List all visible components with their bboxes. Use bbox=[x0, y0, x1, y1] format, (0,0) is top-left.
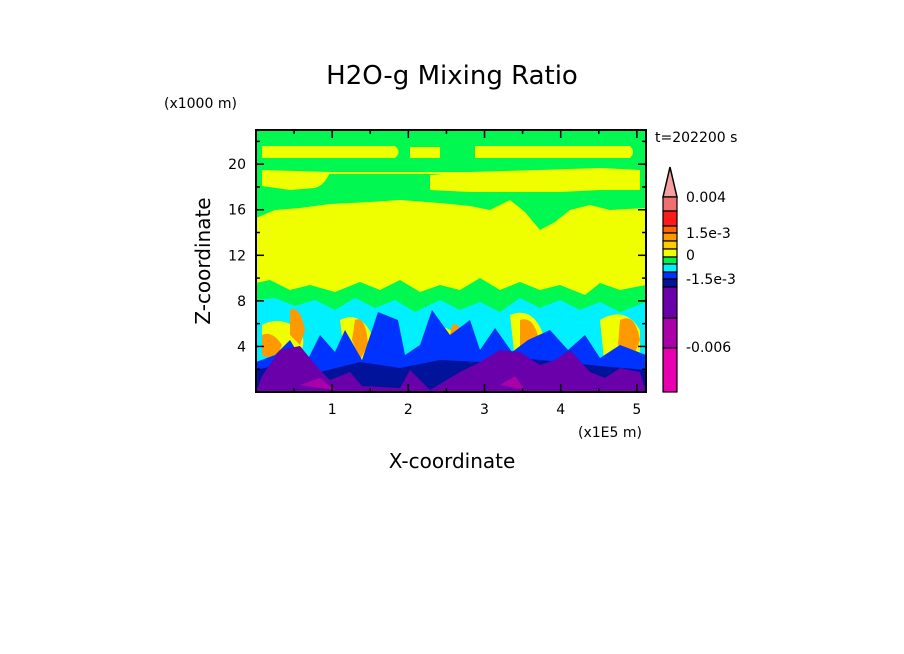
y-tick-label: 4 bbox=[237, 339, 246, 355]
colorbar-segment bbox=[662, 278, 678, 288]
x-tick-label: 5 bbox=[632, 402, 641, 418]
colorbar-segment bbox=[662, 210, 678, 227]
y-tick-label: 20 bbox=[228, 157, 246, 173]
colorbar-segment bbox=[662, 286, 678, 319]
colorbar-label: 0 bbox=[686, 248, 695, 264]
colorbar-segment bbox=[662, 248, 678, 258]
colorbar-segment bbox=[662, 263, 678, 273]
colorbar: 0.004 1.5e-3 0 -1.5e-3 -0.006 bbox=[662, 166, 736, 393]
colorbar-label: 0.004 bbox=[686, 190, 726, 206]
colorbar-segment bbox=[662, 347, 678, 393]
colorbar-segment bbox=[662, 232, 678, 242]
x-axis: 1 2 3 4 5 bbox=[293, 130, 641, 418]
plot-frame bbox=[255, 129, 647, 393]
colorbar-label: -0.006 bbox=[686, 340, 731, 356]
x-tick-label: 4 bbox=[556, 402, 565, 418]
x-unit-label: (x1E5 m) bbox=[578, 425, 642, 441]
y-tick-label: 16 bbox=[228, 203, 246, 219]
colorbar-segment bbox=[662, 256, 678, 265]
colorbar-segment bbox=[662, 225, 678, 234]
colorbar-label: 1.5e-3 bbox=[686, 226, 731, 242]
chart-title: H2O-g Mixing Ratio bbox=[326, 61, 578, 91]
contour-field bbox=[256, 130, 646, 392]
x-tick-label: 1 bbox=[328, 402, 337, 418]
y-unit-label: (x1000 m) bbox=[164, 96, 237, 112]
x-tick-label: 2 bbox=[404, 402, 413, 418]
y-axis: 4 8 12 16 20 bbox=[228, 140, 646, 370]
y-tick-label: 8 bbox=[237, 294, 246, 310]
colorbar-label: -1.5e-3 bbox=[686, 272, 736, 288]
colorbar-segment bbox=[662, 196, 678, 212]
time-label: t=202200 s bbox=[655, 130, 737, 146]
colorbar-extend-arrow bbox=[662, 166, 678, 198]
colorbar-segment bbox=[662, 240, 678, 250]
y-tick-label: 12 bbox=[228, 248, 246, 264]
x-tick-label: 3 bbox=[480, 402, 489, 418]
colorbar-segment bbox=[662, 317, 678, 349]
y-axis-label: Z-coordinate bbox=[191, 197, 215, 324]
x-axis-label: X-coordinate bbox=[389, 449, 516, 473]
colorbar-segment bbox=[662, 271, 678, 280]
